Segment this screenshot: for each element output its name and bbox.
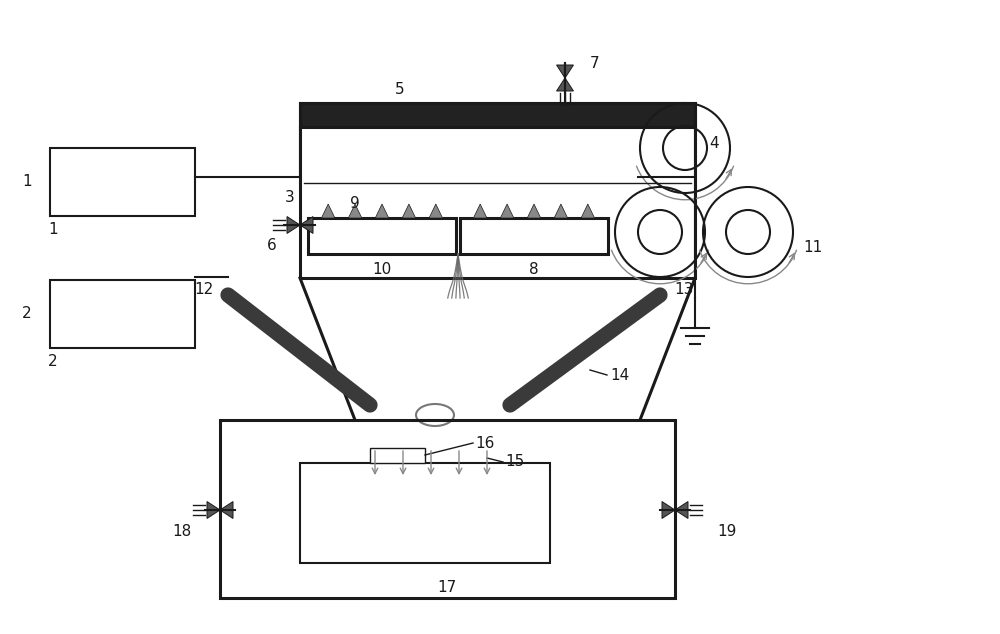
Polygon shape (207, 501, 220, 519)
Text: 17: 17 (437, 581, 457, 595)
Bar (300, 463, 550, 563)
Polygon shape (473, 204, 487, 218)
Polygon shape (557, 65, 573, 78)
Polygon shape (554, 204, 568, 218)
Polygon shape (321, 204, 335, 218)
Text: 9: 9 (350, 195, 360, 210)
Text: 4: 4 (709, 136, 719, 150)
Polygon shape (220, 501, 233, 519)
Text: 16: 16 (475, 436, 494, 451)
Polygon shape (662, 501, 675, 519)
Text: 3: 3 (285, 190, 295, 205)
Polygon shape (500, 204, 514, 218)
Bar (50, 280, 195, 348)
Text: 1: 1 (48, 223, 58, 238)
Text: 7: 7 (590, 56, 600, 70)
Bar (460, 218, 608, 254)
Text: 10: 10 (372, 262, 392, 278)
Text: 11: 11 (803, 240, 822, 254)
Bar (220, 420, 675, 598)
Polygon shape (402, 204, 416, 218)
Polygon shape (557, 78, 573, 91)
Text: 13: 13 (674, 281, 693, 297)
Polygon shape (375, 204, 389, 218)
Bar (300, 103, 695, 278)
Text: 2: 2 (48, 354, 58, 370)
Text: 15: 15 (505, 455, 524, 470)
Polygon shape (527, 204, 541, 218)
Text: 6: 6 (267, 238, 277, 252)
Text: 12: 12 (195, 281, 214, 297)
Text: 1: 1 (22, 174, 32, 190)
Polygon shape (581, 204, 595, 218)
Text: 5: 5 (395, 82, 405, 96)
Text: 2: 2 (22, 306, 32, 321)
Text: 14: 14 (610, 368, 629, 382)
Polygon shape (429, 204, 443, 218)
Text: 8: 8 (529, 262, 539, 278)
Bar (300, 103, 695, 127)
Bar (308, 218, 456, 254)
Bar (50, 148, 195, 216)
Text: 19: 19 (717, 524, 736, 540)
Polygon shape (348, 204, 362, 218)
Text: 18: 18 (172, 524, 192, 540)
Polygon shape (300, 217, 313, 233)
Polygon shape (287, 217, 300, 233)
Polygon shape (675, 501, 688, 519)
Bar (370, 448, 425, 463)
